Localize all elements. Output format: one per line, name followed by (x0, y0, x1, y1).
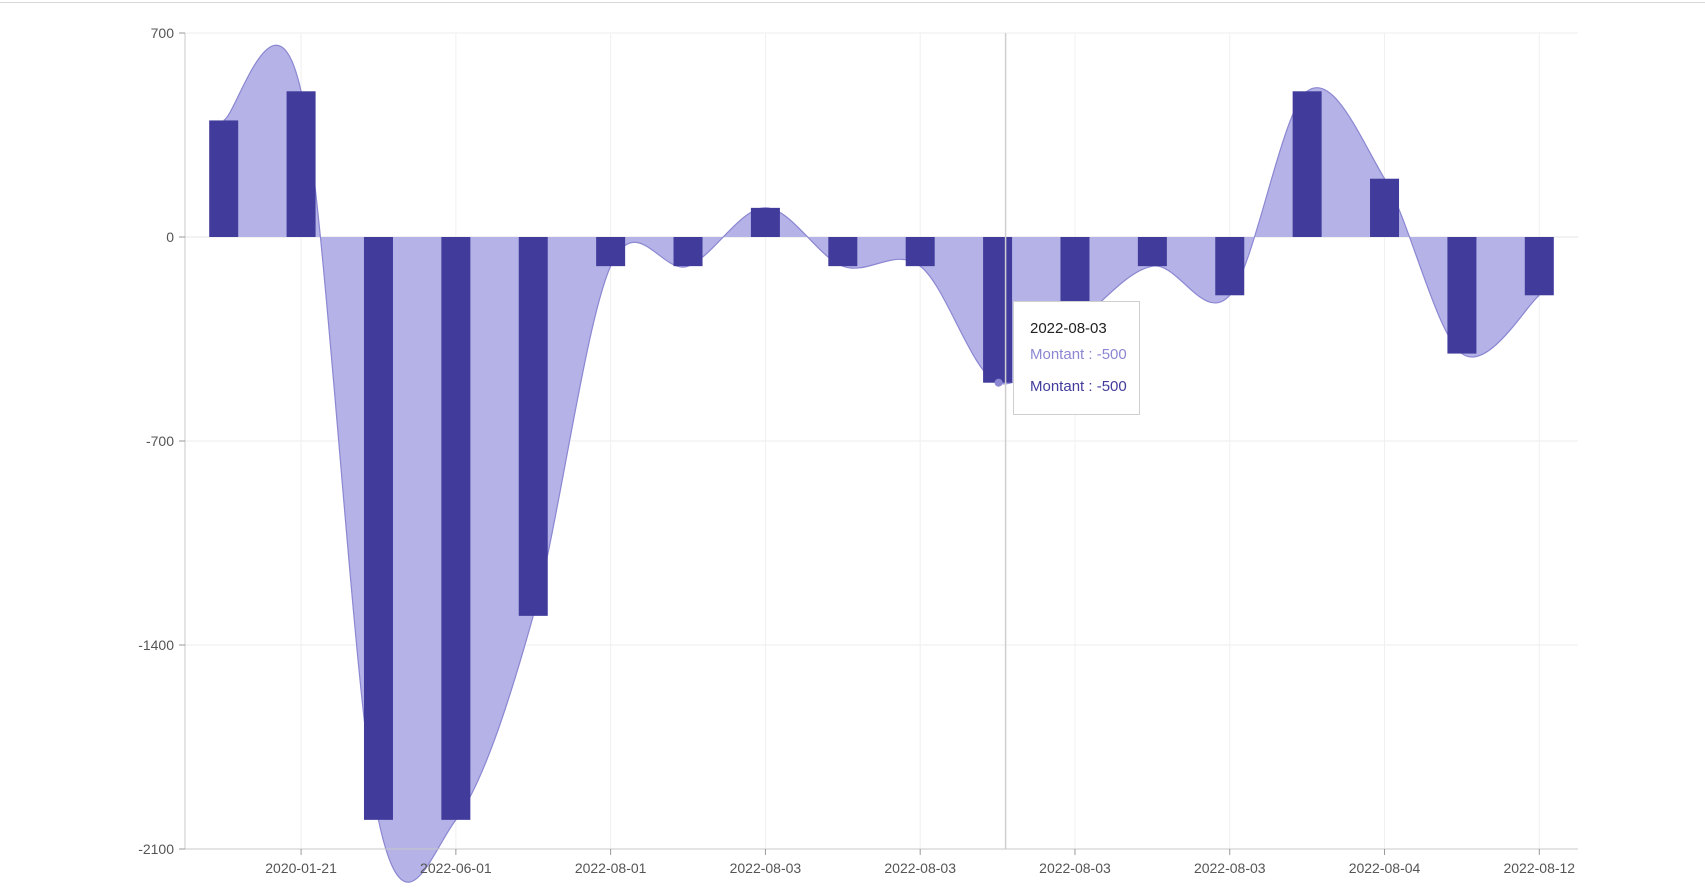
column-bar (983, 237, 1013, 383)
column-bar (828, 237, 858, 267)
x-tick-label: 2022-08-03 (884, 860, 956, 876)
column-bar (596, 237, 626, 267)
column-bar (750, 207, 780, 237)
y-tick-label: -2100 (138, 841, 174, 857)
column-bar (1524, 237, 1554, 296)
x-tick-label: 2022-08-03 (730, 860, 802, 876)
column-bar (1137, 237, 1167, 267)
column-bar (441, 237, 471, 820)
y-tick-label: -700 (146, 433, 174, 449)
crosshair-marker (994, 378, 1003, 387)
column-bar (1292, 91, 1322, 238)
x-tick-label: 2022-08-03 (1194, 860, 1266, 876)
x-tick-label: 2022-06-01 (420, 860, 492, 876)
top-border-line (0, 2, 1705, 3)
column-bar (673, 237, 703, 267)
column-bar (363, 237, 393, 820)
column-bar (518, 237, 548, 616)
column-bar (1447, 237, 1477, 354)
area-series-fill (223, 45, 1540, 883)
x-tick-label: 2020-01-21 (265, 860, 337, 876)
column-bar (209, 120, 239, 237)
y-tick-label: 0 (166, 229, 174, 245)
y-tick-label: -1400 (138, 637, 174, 653)
x-tick-label: 2022-08-04 (1349, 860, 1421, 876)
tooltip-area-value: Montant : -500 (1030, 346, 1127, 363)
y-tick-label: 700 (151, 25, 175, 41)
x-tick-label: 2022-08-01 (575, 860, 647, 876)
column-bar (1215, 237, 1245, 296)
tooltip-column-value: Montant : -500 (1030, 378, 1127, 395)
column-bar (905, 237, 935, 267)
tooltip-title: 2022-08-03 (1030, 320, 1107, 337)
x-tick-label: 2022-08-03 (1039, 860, 1111, 876)
chart-tooltip: 2022-08-03 Montant : -500 Montant : -500 (1013, 301, 1140, 415)
column-bar (1370, 178, 1400, 237)
column-bar (286, 91, 316, 238)
x-tick-label: 2022-08-12 (1503, 860, 1575, 876)
